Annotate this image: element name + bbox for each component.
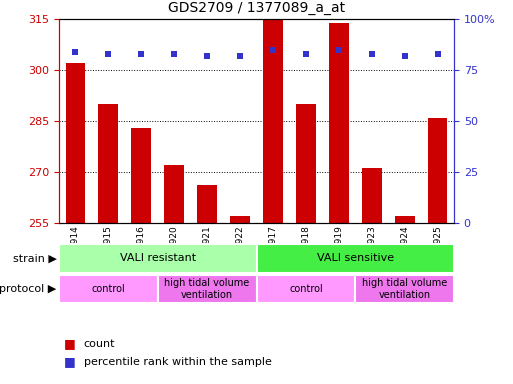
Text: percentile rank within the sample: percentile rank within the sample [84,357,271,367]
Text: ■: ■ [64,337,76,350]
Bar [428,118,447,223]
Bar [355,275,454,303]
Text: ■: ■ [64,355,76,368]
Bar [164,165,184,223]
Text: protocol ▶: protocol ▶ [0,284,56,294]
Text: control: control [289,284,323,294]
Bar [66,63,85,223]
Bar [98,104,118,223]
Text: control: control [91,284,125,294]
Bar [329,23,349,223]
Bar [59,275,158,303]
Bar [256,275,355,303]
Bar [296,104,315,223]
Bar [263,19,283,223]
Bar [197,185,217,223]
Bar [256,244,454,273]
Bar [59,244,256,273]
Bar [362,169,382,223]
Text: VALI resistant: VALI resistant [120,253,196,263]
Text: count: count [84,339,115,349]
Bar [131,128,151,223]
Text: VALI sensitive: VALI sensitive [317,253,394,263]
Bar [158,275,256,303]
Bar [230,216,250,223]
Text: high tidal volume
ventilation: high tidal volume ventilation [362,278,447,300]
Text: strain ▶: strain ▶ [12,253,56,263]
Title: GDS2709 / 1377089_a_at: GDS2709 / 1377089_a_at [168,2,345,15]
Text: high tidal volume
ventilation: high tidal volume ventilation [165,278,250,300]
Bar [394,216,415,223]
